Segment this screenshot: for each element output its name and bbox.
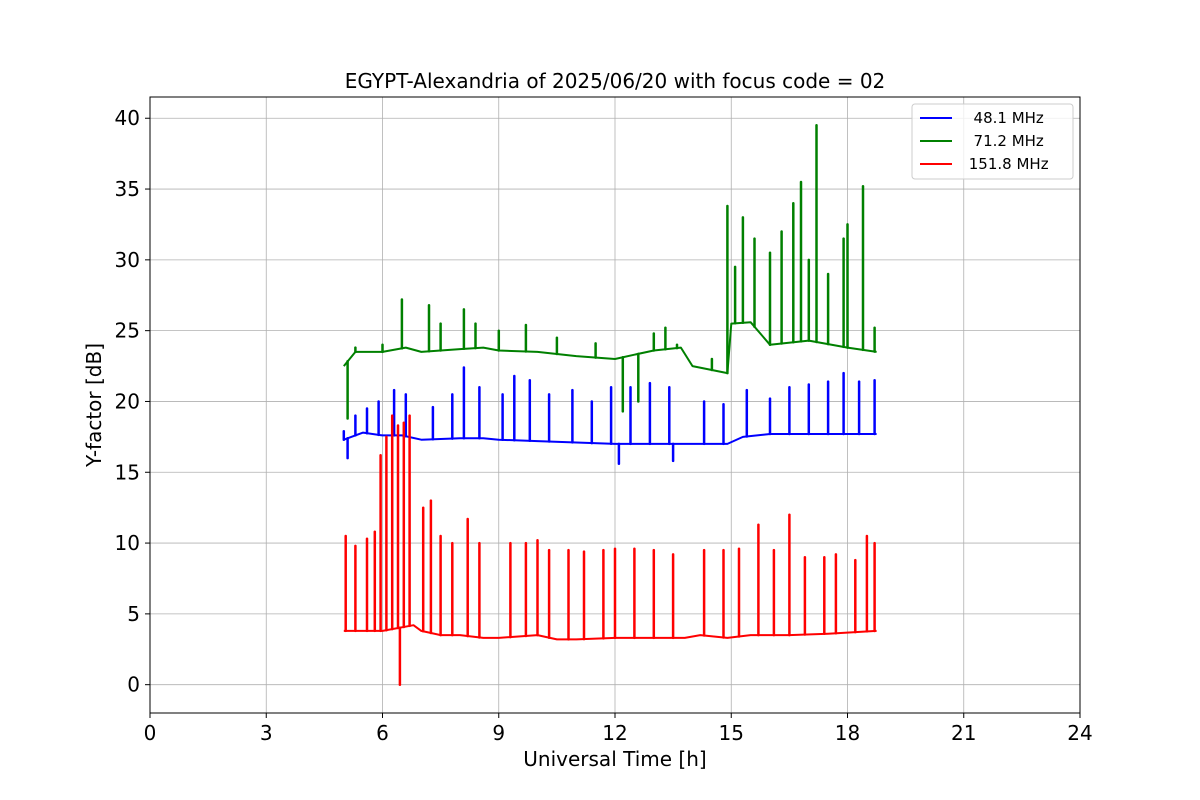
series-line xyxy=(343,321,877,375)
legend-label: 151.8 MHz xyxy=(964,155,1049,173)
legend-label: 48.1 MHz xyxy=(964,109,1044,127)
x-tick-label: 12 xyxy=(602,721,627,745)
y-tick-label: 30 xyxy=(115,248,140,272)
x-tick-label: 21 xyxy=(951,721,976,745)
y-axis-label: Y-factor [dB] xyxy=(82,343,106,468)
x-axis-label: Universal Time [h] xyxy=(523,747,706,771)
y-tick-label: 35 xyxy=(115,177,140,201)
x-tick-label: 18 xyxy=(835,721,860,745)
y-tick-label: 10 xyxy=(115,531,140,555)
series-2 xyxy=(343,414,877,686)
grid xyxy=(149,97,1081,713)
x-tick-label: 24 xyxy=(1067,721,1092,745)
y-tick-label: 15 xyxy=(115,460,140,484)
series-0 xyxy=(342,366,877,466)
y-tick-label: 25 xyxy=(115,319,140,343)
x-tick-label: 9 xyxy=(492,721,505,745)
chart-title: EGYPT-Alexandria of 2025/06/20 with focu… xyxy=(345,69,886,93)
x-tick-label: 6 xyxy=(376,721,389,745)
ticks: 0 3 6 9 12 15 18 21 24 0 5 10 15 20 25 30 35 40 xyxy=(115,106,1093,745)
y-tick-label: 5 xyxy=(127,602,140,626)
y-tick-label: 20 xyxy=(115,389,140,413)
x-tick-label: 0 xyxy=(144,721,157,745)
y-tick-label: 0 xyxy=(127,673,140,697)
series-1 xyxy=(343,124,877,420)
legend-box xyxy=(911,103,1074,180)
x-tick-label: 3 xyxy=(260,721,273,745)
y-tick-label: 40 xyxy=(115,106,140,130)
series-line xyxy=(343,624,877,641)
legend: 48.1 MHz 71.2 MHz 151.8 MHz xyxy=(911,103,1074,180)
plot-area xyxy=(342,124,877,686)
legend-label: 71.2 MHz xyxy=(964,132,1044,150)
x-tick-label: 15 xyxy=(719,721,744,745)
